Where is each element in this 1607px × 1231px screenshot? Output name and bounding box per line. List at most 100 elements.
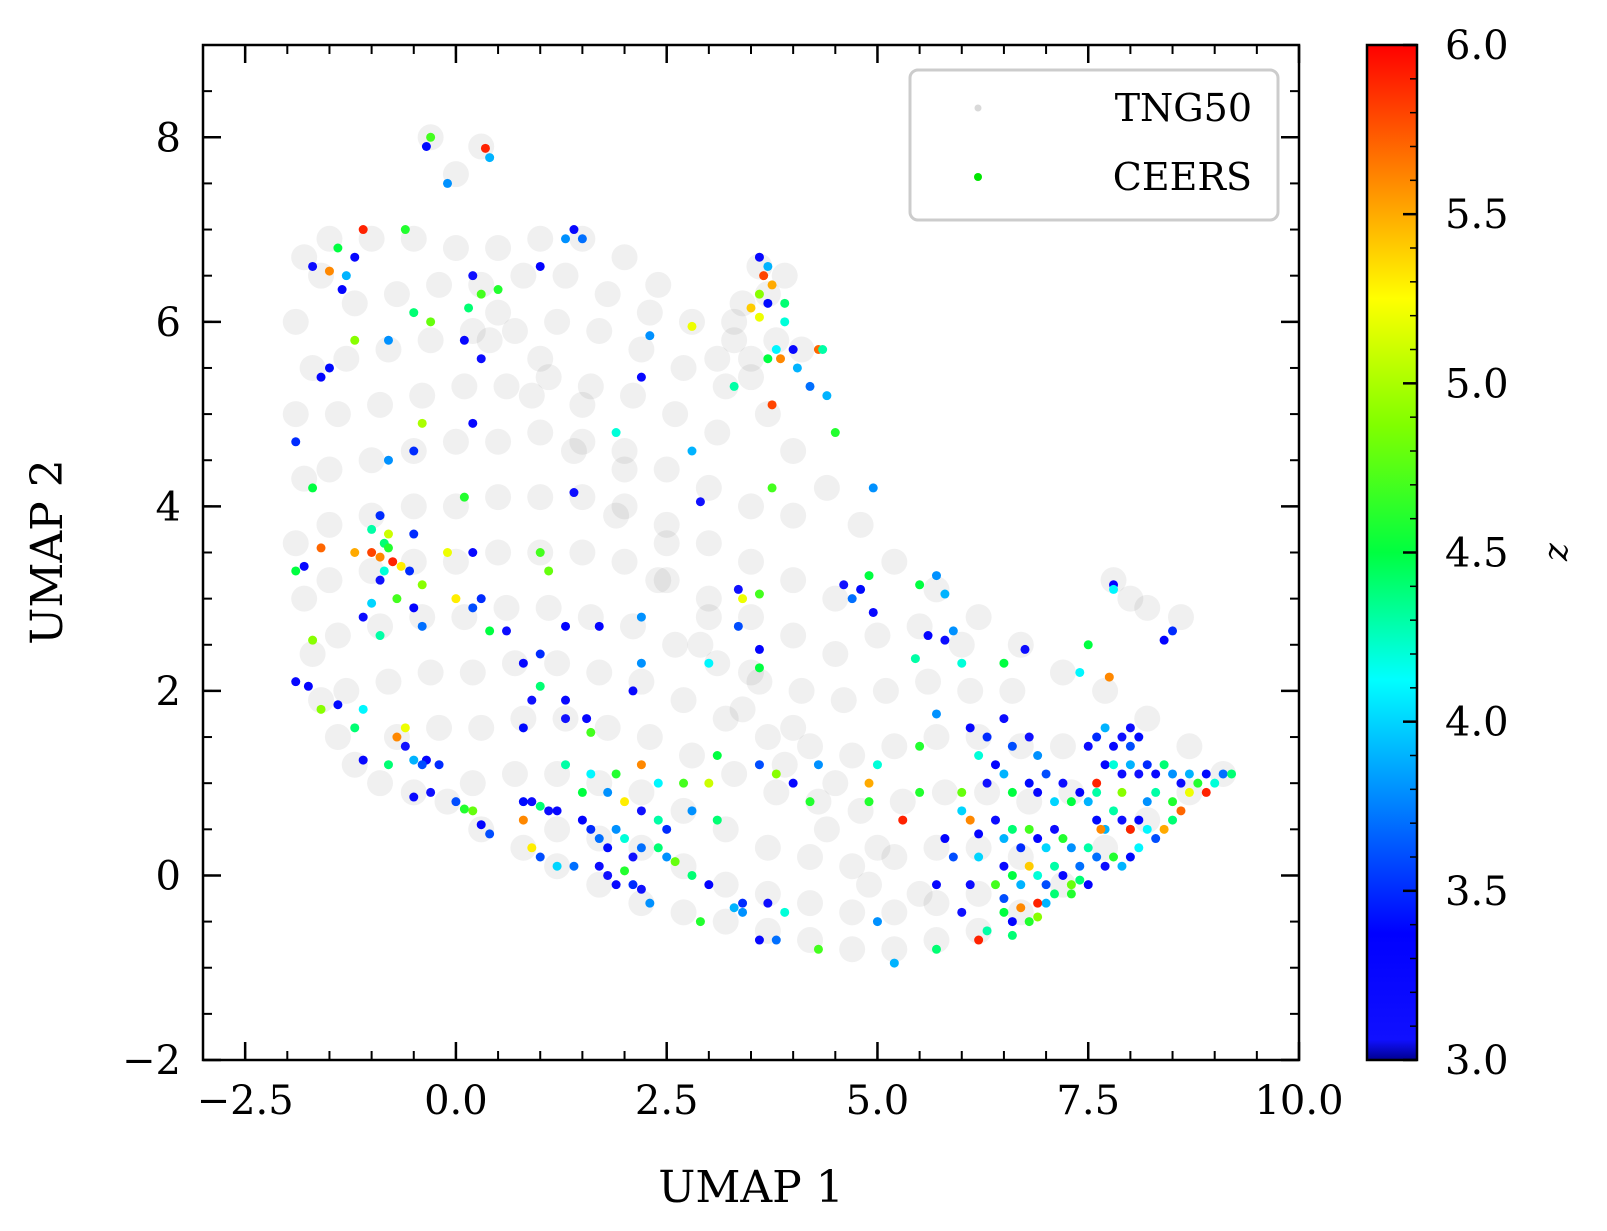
tng50-point xyxy=(771,262,798,289)
ceers-point xyxy=(1227,769,1237,779)
ceers-point xyxy=(645,331,655,341)
tng50-point xyxy=(923,576,950,603)
tng50-point xyxy=(662,631,689,658)
ceers-point xyxy=(1033,834,1043,844)
ceers-point xyxy=(409,308,419,318)
ceers-point xyxy=(620,797,630,807)
ceers-point xyxy=(308,635,318,645)
x-tick-label: −2.5 xyxy=(197,1078,294,1124)
ceers-point xyxy=(1134,769,1144,779)
tng50-point xyxy=(965,834,992,861)
ceers-point xyxy=(1134,843,1144,853)
colorbar-label: z xyxy=(1536,542,1576,562)
ceers-point xyxy=(485,626,495,636)
tng50-point xyxy=(367,613,394,640)
ceers-point xyxy=(754,760,764,770)
tng50-point xyxy=(712,705,739,732)
ceers-point xyxy=(1050,889,1060,899)
ceers-point xyxy=(767,280,777,290)
ceers-point xyxy=(1092,778,1102,788)
ceers-point xyxy=(603,843,613,853)
ceers-point xyxy=(1168,797,1178,807)
ceers-point xyxy=(704,658,714,668)
ceers-point xyxy=(687,870,697,880)
ceers-point xyxy=(1142,760,1152,770)
tng50-point xyxy=(881,733,908,760)
ceers-point xyxy=(771,769,781,779)
tng50-point xyxy=(308,687,335,714)
ceers-point xyxy=(303,681,313,691)
ceers-point xyxy=(1007,870,1017,880)
ceers-point xyxy=(405,566,415,576)
tng50-point xyxy=(442,428,469,455)
tng50-point xyxy=(653,567,680,594)
tng50-point xyxy=(1134,807,1161,834)
ceers-point xyxy=(426,787,436,797)
tng50-point xyxy=(375,336,402,363)
tng50-point xyxy=(535,594,562,621)
ceers-point xyxy=(931,944,941,954)
ceers-point xyxy=(544,566,554,576)
ceers-point xyxy=(788,345,798,354)
ceers-point xyxy=(375,511,385,521)
ceers-point xyxy=(839,580,849,590)
ceers-point xyxy=(1168,769,1178,779)
tng50-point xyxy=(738,604,764,631)
tng50-point xyxy=(830,687,857,714)
ceers-point xyxy=(409,446,419,456)
ceers-point xyxy=(1151,769,1161,779)
ceers-point xyxy=(965,815,975,825)
legend: TNG50 CEERS xyxy=(908,68,1280,222)
ceers-point xyxy=(628,880,638,890)
ceers-point xyxy=(442,178,452,188)
ceers-point xyxy=(1117,787,1127,797)
tng50-point xyxy=(577,373,604,400)
tng50-point xyxy=(459,770,486,797)
tng50-point xyxy=(1049,659,1076,686)
ceers-point xyxy=(1109,852,1119,862)
tng50-point xyxy=(341,751,368,778)
tng50-point xyxy=(847,511,874,538)
tng50-point xyxy=(864,834,891,861)
tng50-point xyxy=(485,484,512,511)
ceers-point xyxy=(767,400,777,410)
ceers-point xyxy=(459,492,469,502)
ceers-point xyxy=(759,271,769,281)
ceers-point xyxy=(805,381,815,391)
ceers-point xyxy=(620,834,630,844)
ceers-point xyxy=(1066,880,1076,890)
tng50-point xyxy=(721,308,748,335)
tng50-point xyxy=(628,779,655,806)
ceers-point xyxy=(476,594,486,604)
tng50-point xyxy=(434,788,461,815)
ceers-point xyxy=(518,658,528,668)
tng50-point xyxy=(839,936,866,963)
tng50-point xyxy=(1100,567,1127,594)
legend-box xyxy=(908,68,1280,222)
ceers-point xyxy=(400,723,410,733)
tng50-point xyxy=(493,594,520,621)
x-tick-label: 5.0 xyxy=(846,1078,910,1124)
ceers-point xyxy=(367,524,377,534)
ceers-point xyxy=(341,271,351,281)
tng50-point xyxy=(704,419,731,446)
y-tick-label: 6 xyxy=(156,300,181,346)
ceers-point xyxy=(1033,912,1043,922)
tng50-point xyxy=(510,262,537,289)
legend-marker-ceers xyxy=(974,173,982,181)
tng50-point xyxy=(738,364,764,391)
tng50-point xyxy=(459,659,486,686)
ceers-point xyxy=(535,548,545,557)
ceers-point xyxy=(1159,824,1169,834)
ceers-point xyxy=(396,561,406,571)
ceers-point xyxy=(872,760,882,770)
x-axis: −2.5 0.0 2.5 5.0 7.5 10.0 xyxy=(197,45,1344,1124)
ceers-point xyxy=(1066,889,1076,899)
ceers-point xyxy=(931,571,941,581)
ceers-point xyxy=(1033,787,1043,797)
ceers-point xyxy=(910,654,920,664)
ceers-point xyxy=(670,857,680,867)
tng50-point xyxy=(636,724,663,751)
tng50-point xyxy=(485,235,512,261)
ceers-point xyxy=(931,709,941,719)
